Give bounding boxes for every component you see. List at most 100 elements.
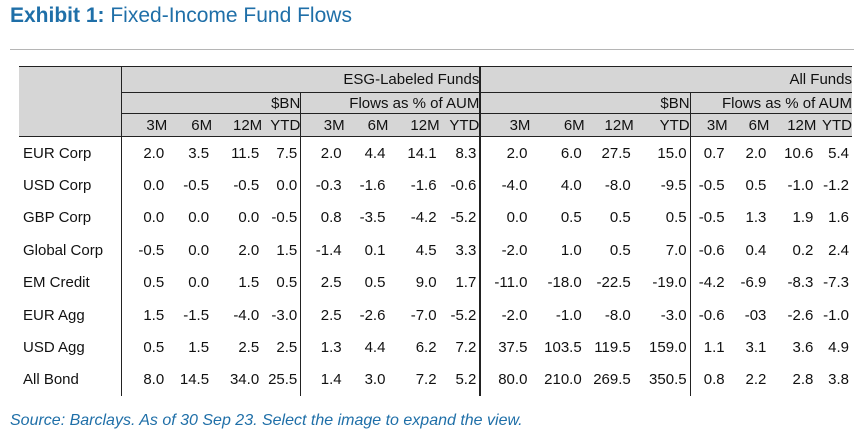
table-cell: -1.2 [823,177,849,195]
table-cell: 0.8 [689,363,728,397]
period-header: 12M [769,113,817,137]
table-cell: -0.5 [689,169,728,202]
table-cell: 11.5 [231,144,260,162]
table-cell: 2.0 [238,241,260,259]
table-cell: 0.8 [300,201,345,235]
table-cell: 37.5 [479,331,531,364]
table-cell: 0.0 [120,201,168,235]
period-header: YTD [816,113,852,137]
table-cell: 0.0 [188,241,210,259]
subgroup-header-all-bn: $BN [479,92,691,114]
table-cell: -0.5 [233,177,260,195]
subgroup-header-all-aum: Flows as % of AUM [689,92,852,114]
period-header: YTD [633,113,691,137]
table-cell: 34.0 [229,371,260,389]
table-cell: 0.5 [560,209,582,227]
header-corner [19,66,122,137]
table-cell: 1.5 [188,339,210,357]
table-cell: 0.5 [609,209,631,227]
row-label: EUR Corp [19,136,122,170]
table-cell: -19.0 [652,274,687,292]
table-cell: 0.0 [188,274,210,292]
period-header: YTD [439,113,481,137]
table-cell: 2.0 [300,136,345,170]
table-cell: 3.6 [792,339,814,357]
table-cell: -4.0 [233,306,260,324]
table-cell: -1.4 [300,234,345,267]
table-cell: -1.6 [359,177,386,195]
table-row: EUR Corp 2.0 3.5 11.5 7.5 2.0 4.4 14.1 8.3 2.0 6.0… [19,136,852,170]
table-cell: 0.5 [745,177,767,195]
table-cell: 103.5 [544,339,582,357]
table-cell: 14.5 [179,371,210,389]
table-cell: 1.1 [689,331,728,364]
table-cell: 3.5 [188,144,210,162]
table-row: EUR Agg 1.5 -1.5 -4.0 -3.0 2.5 -2.6 -7.0 -5.2 -2.… [19,298,852,332]
table-cell: -5.2 [450,306,477,324]
table-cell: -2.6 [359,306,386,324]
row-label: USD Agg [19,331,122,364]
subgroup-header-esg-aum: Flows as % of AUM [300,92,481,114]
table-cell: 1.6 [828,209,849,227]
table-row: All Bond 8.0 14.5 34.0 25.5 1.4 3.0 7.2 5.2 80.0 2… [19,363,852,397]
table-cell: 10.6 [784,144,814,162]
period-header: YTD [262,113,301,137]
table-cell: 2.5 [276,339,298,357]
table-cell: 7.2 [415,371,437,389]
period-header: 12M [388,113,440,137]
table-cell: 0.4 [745,241,767,259]
table-cell: 0.1 [364,241,386,259]
table-cell: 2.5 [238,339,260,357]
table-row: USD Corp 0.0 -0.5 -0.5 0.0 -0.3 -1.6 -1.6 -0.6 -4… [19,169,852,202]
table-cell: -2.6 [787,306,814,324]
table-cell: 8.3 [455,144,477,162]
table-cell: -0.5 [271,209,298,227]
table-cell: 14.1 [407,144,437,162]
table-cell: -1.5 [183,306,210,324]
group-header-row: ESG-Labeled Funds All Funds [19,66,852,137]
table-cell: -2.0 [479,298,531,332]
table-cell: 2.0 [745,144,767,162]
row-label: GBP Corp [19,201,122,235]
period-header: 3M [300,113,345,137]
table-cell: 6.2 [415,339,437,357]
table-cell: -0.5 [120,234,168,267]
table-cell: 1.9 [792,209,814,227]
table-cell: 6.0 [560,144,582,162]
table-row: Global Corp -0.5 0.0 2.0 1.5 -1.4 0.1 4.5 3.3 -2.… [19,234,852,267]
exhibit-label: Exhibit 1: [10,4,105,27]
table-cell: -8.3 [787,274,814,292]
table-cell: 1.5 [238,274,260,292]
table-cell: 27.5 [601,144,631,162]
table-cell: 3.3 [455,241,477,259]
table-cell: 4.9 [828,339,849,357]
table-cell: 0.0 [276,177,298,195]
period-header: 6M [167,113,213,137]
table-cell: 15.0 [657,144,687,162]
period-header: 3M [120,113,168,137]
table-cell: 0.5 [364,274,386,292]
table-cell: 0.0 [188,209,210,227]
table-cell: 1.5 [276,241,298,259]
table-cell: 2.4 [828,241,849,259]
table-cell: -1.0 [823,306,849,324]
table-cell: 119.5 [594,339,631,357]
table-cell: -0.6 [450,177,477,195]
table-cell: 4.4 [364,144,386,162]
table-cell: -1.6 [410,177,437,195]
table-cell: -7.0 [410,306,437,324]
table-cell: -2.0 [479,234,531,267]
table-cell: -0.6 [689,298,728,332]
table-cell: 1.7 [455,274,477,292]
table-cell: 2.0 [479,136,531,170]
table-cell: 350.5 [649,371,687,389]
subgroup-header-esg-bn: $BN [120,92,301,114]
table-cell: -3.0 [271,306,298,324]
table-cell: -0.5 [689,201,728,235]
row-label: USD Corp [19,169,122,202]
table-cell: -0.6 [689,234,728,267]
table-cell: 9.0 [415,274,437,292]
row-label: Global Corp [19,234,122,267]
table-cell: 7.0 [665,241,687,259]
table-cell: 2.2 [745,371,767,389]
